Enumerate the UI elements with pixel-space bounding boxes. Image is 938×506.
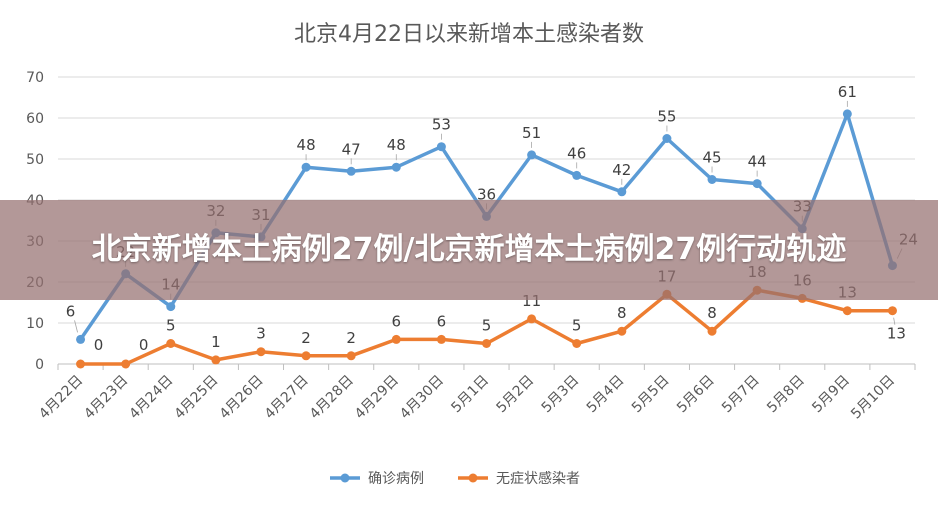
data-label: 8 [707, 304, 717, 322]
data-label: 48 [297, 136, 316, 154]
chart-title: 北京4月22日以来新增本土感染者数 [294, 22, 644, 47]
data-label: 5 [482, 317, 492, 335]
data-label: 13 [887, 325, 906, 343]
leader-line [74, 320, 78, 333]
data-point [391, 162, 401, 172]
data-label: 6 [66, 302, 76, 320]
x-tick-label: 5月2日 [494, 372, 538, 416]
y-tick-label: 60 [26, 111, 44, 127]
data-point [166, 302, 176, 312]
data-label: 36 [477, 185, 496, 203]
y-tick-label: 50 [26, 152, 44, 168]
x-tick-label: 5月3日 [539, 372, 583, 416]
data-point [166, 339, 176, 348]
legend-label: 无症状感染者 [496, 470, 580, 487]
data-point [707, 175, 717, 184]
data-point [617, 187, 627, 197]
y-tick-label: 0 [35, 357, 44, 373]
x-tick-label: 4月23日 [81, 372, 131, 422]
data-point [887, 306, 897, 316]
data-point [121, 359, 131, 369]
data-label: 6 [437, 312, 447, 330]
x-tick-label: 4月24日 [126, 372, 176, 422]
data-label: 42 [612, 161, 631, 179]
x-tick-label: 4月28日 [307, 372, 357, 422]
x-tick-label: 4月26日 [217, 372, 267, 422]
data-point [346, 166, 356, 176]
x-tick-label: 4月27日 [262, 372, 312, 422]
data-label: 48 [387, 136, 406, 154]
data-label: 55 [657, 108, 676, 126]
data-point [482, 339, 491, 348]
x-tick-label: 5月1日 [448, 372, 492, 416]
x-tick-label: 5月7日 [719, 372, 763, 416]
y-tick-label: 70 [26, 70, 44, 86]
data-point [391, 334, 401, 344]
data-label: 8 [617, 304, 627, 322]
data-label: 5 [166, 317, 176, 335]
data-label: 51 [522, 124, 541, 142]
x-tick-label: 4月25日 [172, 372, 222, 422]
x-tick-label: 5月6日 [674, 372, 718, 416]
x-tick-label: 5月8日 [764, 372, 808, 416]
data-point [436, 142, 446, 152]
data-point [707, 326, 717, 336]
x-tick-label: 4月22日 [36, 372, 86, 422]
x-tick-label: 5月4日 [584, 372, 628, 416]
legend-marker [468, 473, 478, 483]
data-point [572, 170, 582, 180]
headline-banner: 北京新增本土病例27例/北京新增本土病例27例行动轨迹 [0, 200, 938, 300]
data-label: 3 [256, 325, 266, 343]
data-label: 6 [392, 312, 402, 330]
data-point [752, 179, 762, 189]
data-label: 2 [346, 329, 356, 347]
data-label: 45 [702, 149, 721, 167]
leader-line [893, 317, 896, 325]
data-label: 46 [567, 144, 586, 162]
data-label: 47 [342, 140, 361, 158]
legend-label: 确诊病例 [368, 471, 424, 487]
y-tick-label: 10 [26, 316, 44, 332]
data-point [436, 334, 446, 344]
data-point [76, 359, 86, 369]
x-tick-label: 5月9日 [809, 372, 853, 416]
data-point [617, 326, 627, 336]
legend: 确诊病例 无症状感染者 [330, 470, 580, 487]
data-label: 5 [572, 317, 582, 335]
data-point [842, 109, 852, 119]
data-label: 2 [301, 329, 311, 347]
data-point [662, 134, 672, 143]
x-tick-label: 5月10日 [848, 372, 898, 422]
data-label: 0 [139, 336, 149, 354]
data-point [301, 351, 311, 361]
data-point [527, 150, 537, 160]
data-point [301, 162, 311, 172]
data-point [256, 347, 266, 357]
data-label: 53 [432, 116, 451, 134]
data-point [346, 351, 356, 361]
data-point [211, 355, 221, 365]
data-label: 44 [748, 153, 767, 171]
headline-text: 北京新增本土病例27例/北京新增本土病例27例行动轨迹 [91, 232, 847, 267]
x-tick-label: 4月30日 [397, 372, 447, 422]
data-point [76, 334, 86, 344]
data-label: 0 [94, 336, 104, 354]
data-point [572, 339, 582, 348]
data-label: 61 [838, 83, 857, 101]
legend-marker [340, 473, 350, 483]
x-tick-label: 5月5日 [629, 372, 673, 416]
data-point [527, 314, 537, 324]
data-label: 1 [211, 333, 221, 351]
data-point [842, 306, 852, 316]
x-tick-label: 4月29日 [352, 372, 402, 422]
